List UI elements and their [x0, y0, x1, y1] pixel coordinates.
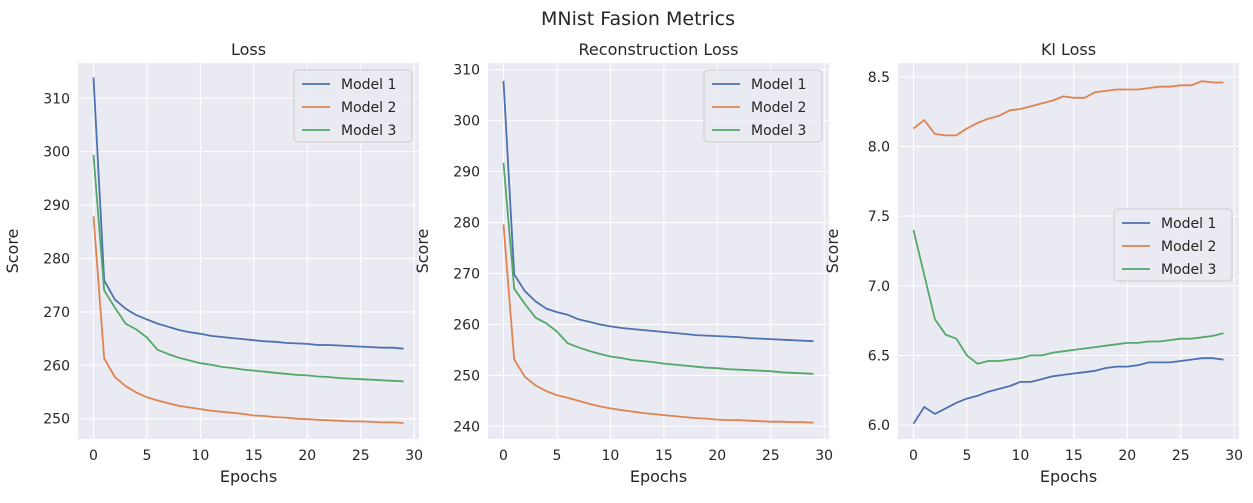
y-tick-label: 300: [453, 114, 480, 130]
y-axis-label: Score: [823, 229, 842, 274]
x-tick-label: 20: [298, 448, 316, 464]
x-tick-label: 15: [1065, 448, 1083, 464]
chart-panel-3: 0 5 10 15 20 25 30 6.0 6.5 7.0 7.5 8.0 8.5 Kl Loss Epo…: [823, 40, 1243, 486]
chart-title: Reconstruction Loss: [579, 40, 739, 59]
legend-box: [1113, 208, 1233, 282]
y-tick-label: 7.0: [868, 279, 890, 295]
series-line-2: [92, 216, 404, 424]
legend: Model 1 Model 2 Model 3: [293, 69, 413, 143]
y-tick-label: 270: [453, 266, 480, 282]
charts-container: 0 5 10 15 20 25 30250260270280290300310LossEpo…: [3, 40, 1243, 486]
x-tick-label: 10: [601, 448, 619, 464]
y-tick-label: 310: [453, 63, 480, 79]
series-line-3: [912, 229, 1224, 365]
y-axis-label: Score: [3, 229, 22, 274]
legend-label: Model 3: [1161, 262, 1216, 278]
x-tick-label: 5: [552, 448, 561, 464]
legend-box: [703, 69, 823, 143]
figure-title: MNist Fasion Metrics: [541, 8, 735, 30]
y-tick-label: 260: [453, 317, 480, 333]
x-tick-label: 20: [1118, 448, 1136, 464]
x-tick-label: 0: [89, 448, 98, 464]
chart-title: Kl Loss: [1041, 40, 1096, 59]
x-tick-label: 25: [762, 448, 780, 464]
x-axis-label: Epochs: [220, 467, 277, 486]
series-line-1: [502, 80, 814, 343]
legend-label: Model 1: [751, 77, 806, 93]
x-tick-label: 5: [142, 448, 151, 464]
series-line-1: [912, 357, 1224, 425]
legend-label: Model 2: [1161, 239, 1216, 255]
x-axis-label: Epochs: [1040, 467, 1097, 486]
y-axis-label: Score: [413, 229, 432, 274]
x-tick-label: 15: [245, 448, 263, 464]
y-tick-label: 8.0: [868, 140, 890, 156]
y-tick-label: 290: [453, 165, 480, 181]
y-tick-label: 300: [43, 145, 70, 161]
y-tick-label: 250: [43, 412, 70, 428]
legend-label: Model 2: [751, 100, 806, 116]
legend-label: Model 2: [341, 100, 396, 116]
y-tick-label: 270: [43, 305, 70, 321]
x-tick-label: 5: [962, 448, 971, 464]
y-tick-label: 8.5: [868, 70, 890, 86]
series-line-3: [502, 162, 814, 375]
x-tick-label: 30: [815, 448, 833, 464]
y-tick-label: 7.5: [868, 209, 890, 225]
series-line-2: [502, 224, 814, 424]
y-tick-label: 6.5: [868, 348, 890, 364]
x-tick-label: 20: [708, 448, 726, 464]
chart-panel-2: 0 5 10 15 20 25 30 240 250 260 270 280 290 300 310 Reco…: [413, 40, 833, 486]
x-tick-label: 15: [655, 448, 673, 464]
legend: Model 1 Model 2 Model 3: [1113, 208, 1233, 282]
legend-label: Model 1: [341, 77, 396, 93]
y-tick-label: 260: [43, 358, 70, 374]
x-tick-label: 25: [352, 448, 370, 464]
y-tick-label: 290: [43, 198, 70, 214]
x-tick-label: 10: [1011, 448, 1029, 464]
y-tick-label: 250: [453, 368, 480, 384]
x-tick-label: 0: [909, 448, 918, 464]
y-tick-label: 310: [43, 91, 70, 107]
series-line-3: [92, 154, 404, 383]
x-tick-label: 30: [1225, 448, 1243, 464]
series-line-1: [92, 77, 404, 350]
y-tick-label: 6.0: [868, 418, 890, 434]
legend-label: Model 1: [1161, 216, 1216, 232]
legend: Model 1 Model 2 Model 3: [703, 69, 823, 143]
x-tick-label: 25: [1172, 448, 1190, 464]
x-tick-label: 0: [499, 448, 508, 464]
x-tick-label: 30: [405, 448, 423, 464]
legend-label: Model 3: [341, 123, 396, 139]
y-tick-label: 280: [453, 215, 480, 231]
chart-panel-1: 0 5 10 15 20 25 30 250 260 270 280 290 300 310 Loss Epo…: [3, 40, 423, 486]
series-line-2: [912, 80, 1224, 137]
y-tick-label: 240: [453, 419, 480, 435]
y-tick-label: 280: [43, 251, 70, 267]
legend-box: [293, 69, 413, 143]
x-tick-label: 10: [191, 448, 209, 464]
x-axis-label: Epochs: [630, 467, 687, 486]
chart-title: Loss: [231, 40, 266, 59]
legend-label: Model 3: [751, 123, 806, 139]
